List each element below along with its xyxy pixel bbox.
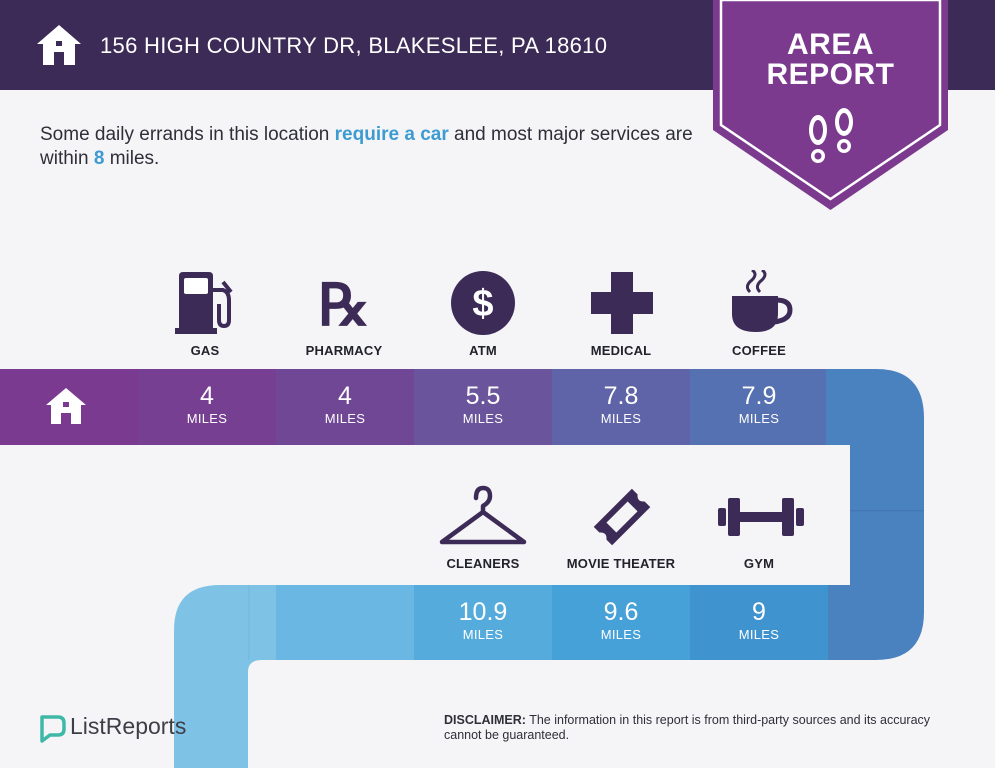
distance-unit: MILES	[324, 411, 366, 426]
distance-unit: MILES	[600, 627, 642, 642]
summary-part3: miles.	[104, 148, 160, 169]
distance-value: 4	[200, 382, 214, 410]
distance-unit: MILES	[462, 627, 504, 642]
property-address: 156 HIGH COUNTRY DR, BLAKESLEE, PA 18610	[100, 33, 608, 58]
distance-value: 5.5	[465, 382, 501, 410]
distance-cell-atm: 5.5 MILES	[414, 369, 552, 445]
listreports-logo-text: ListReports	[70, 713, 187, 739]
distance-value: 7.8	[603, 382, 639, 410]
listreports-logo-icon	[40, 715, 66, 743]
distance-value: 7.9	[741, 382, 777, 410]
distance-unit: MILES	[600, 411, 642, 426]
badge-line-area: AREA	[786, 28, 874, 61]
ticket-icon	[593, 488, 651, 546]
distance-unit: MILES	[462, 411, 504, 426]
distance-cell-cleaners: 10.9 MILES	[414, 585, 552, 661]
gas-pump-icon	[175, 272, 233, 334]
service-label-cleaners: CLEANERS	[446, 556, 520, 571]
rx-icon: ℞	[318, 273, 370, 336]
distance-value: 9.6	[603, 598, 639, 626]
badge-line-report: REPORT	[766, 58, 895, 91]
summary-text: Some daily errands in this location requ…	[40, 123, 700, 171]
distance-unit: MILES	[186, 411, 228, 426]
home-marker-icon	[46, 388, 86, 424]
summary-highlight-miles: 8	[93, 148, 105, 169]
coffee-cup-icon	[732, 270, 793, 332]
disclaimer: DISCLAIMER: The information in this repo…	[444, 713, 964, 743]
distance-cell-gym: 9 MILES	[690, 585, 828, 661]
summary-part2: and most major services are within	[40, 124, 693, 169]
svg-text:℞: ℞	[318, 273, 370, 336]
disclaimer-text: The information in this report is from t…	[444, 713, 931, 742]
area-report-badge	[713, 0, 948, 210]
service-label-atm: ATM	[469, 343, 497, 358]
distance-value: 9	[752, 598, 766, 626]
distance-cell-pharmacy: 4 MILES	[276, 369, 414, 445]
distance-value: 4	[338, 382, 352, 410]
dumbbell-icon	[718, 498, 804, 536]
distance-cell-movie-theater: 9.6 MILES	[552, 585, 690, 661]
service-label-movie-theater: MOVIE THEATER	[566, 556, 676, 571]
disclaimer-label: DISCLAIMER:	[444, 713, 526, 727]
service-label-coffee: COFFEE	[732, 343, 786, 358]
house-icon	[37, 25, 81, 65]
svg-text:$: $	[472, 283, 493, 325]
dollar-coin-icon: $	[451, 271, 515, 335]
service-label-gym: GYM	[743, 556, 775, 571]
distance-unit: MILES	[738, 627, 780, 642]
distance-unit: MILES	[738, 411, 780, 426]
service-label-gas: GAS	[190, 343, 220, 358]
service-label-pharmacy: PHARMACY	[305, 343, 383, 358]
badge-title: AREA REPORT	[713, 30, 948, 90]
footprints-icon	[809, 108, 853, 163]
distance-cell-medical: 7.8 MILES	[552, 369, 690, 445]
summary-highlight-car: require a car	[334, 124, 449, 145]
distance-cell-gas: 4 MILES	[138, 369, 276, 445]
distance-cell-coffee: 7.9 MILES	[690, 369, 828, 445]
distance-value: 10.9	[458, 598, 508, 626]
hanger-icon	[439, 485, 527, 545]
service-label-medical: MEDICAL	[590, 343, 652, 358]
summary-part1: Some daily errands in this location	[40, 124, 335, 145]
medical-cross-icon	[591, 272, 653, 334]
